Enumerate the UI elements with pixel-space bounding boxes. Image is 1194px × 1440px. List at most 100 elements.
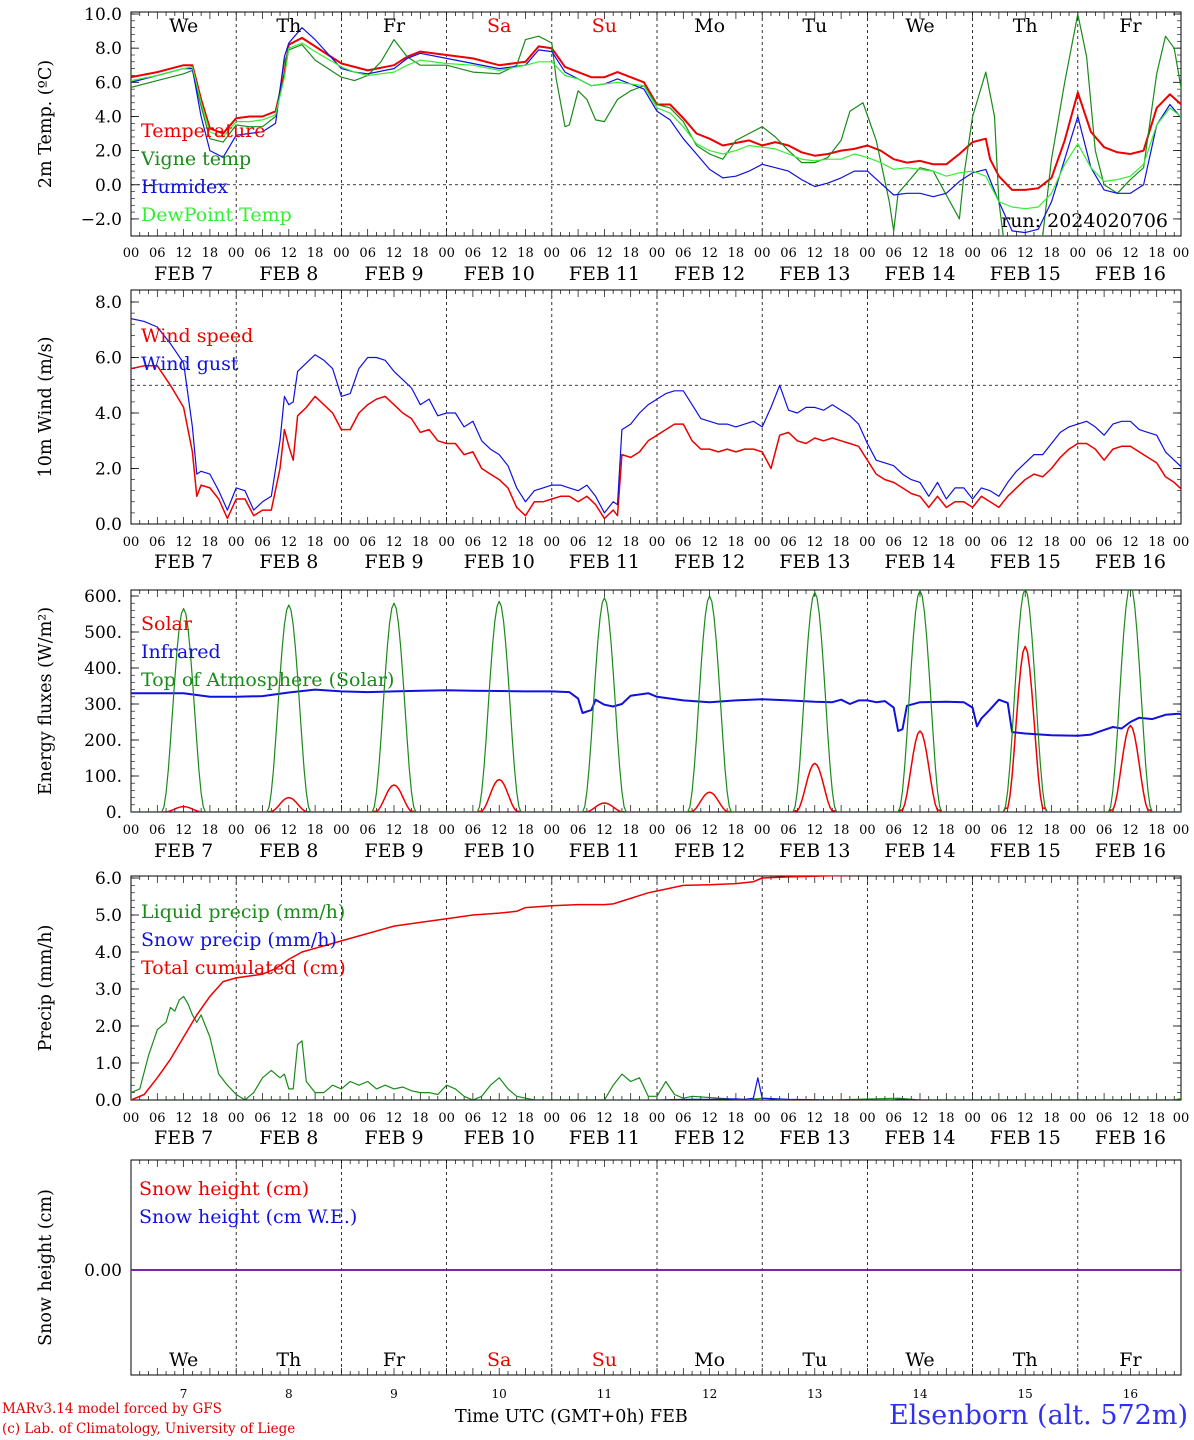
legend-entry: Snow height (cm W.E.)	[139, 1206, 357, 1228]
hour-tick-label: 12	[281, 535, 298, 550]
hour-tick-label: 00	[438, 535, 455, 550]
hour-tick-label: 12	[1017, 1111, 1034, 1126]
y-tick-label: 10.0	[84, 5, 122, 25]
y-tick-label: 0.0	[95, 515, 122, 535]
hour-tick-label: 06	[1096, 823, 1113, 838]
hour-tick-label: 00	[859, 1111, 876, 1126]
series-line-solar	[131, 645, 1181, 812]
series-line-total-cumulated-cm-	[131, 876, 863, 1100]
y-tick-label: 6.0	[95, 349, 122, 369]
hour-tick-label: 18	[833, 823, 850, 838]
hour-tick-label: 12	[807, 1111, 824, 1126]
hour-tick-label: 00	[1070, 1111, 1087, 1126]
hour-tick-label: 00	[1070, 535, 1087, 550]
date-label: FEB 10	[464, 1127, 535, 1149]
hour-tick-label: 06	[359, 246, 376, 261]
date-label: FEB 7	[154, 840, 213, 862]
series-line-humidex	[131, 27, 1181, 234]
y-axis-label: 10m Wind (m/s)	[36, 337, 56, 478]
hour-tick-label: 06	[149, 823, 166, 838]
hour-tick-label: 06	[465, 535, 482, 550]
weekday-label: Th	[1013, 1349, 1038, 1371]
legend-entry: Humidex	[141, 176, 228, 198]
y-tick-label: 0.0	[95, 1091, 122, 1111]
hour-tick-label: 18	[728, 535, 745, 550]
y-tick-label: 200.	[84, 731, 122, 751]
date-label: FEB 15	[990, 1127, 1061, 1149]
hour-tick-label: 00	[544, 246, 561, 261]
hour-tick-label: 18	[1148, 246, 1165, 261]
hour-tick-label: 12	[912, 1111, 929, 1126]
date-label: FEB 16	[1095, 263, 1166, 285]
lab-credit: (c) Lab. of Climatology, University of L…	[2, 1421, 296, 1437]
hour-tick-label: 00	[859, 823, 876, 838]
hour-tick-label: 18	[517, 535, 534, 550]
hour-tick-label: 18	[307, 823, 324, 838]
hour-tick-label: 00	[333, 246, 350, 261]
hour-tick-label: 06	[149, 246, 166, 261]
hour-tick-label: 06	[1096, 1111, 1113, 1126]
hour-tick-label: 06	[359, 823, 376, 838]
hour-tick-label: 06	[254, 1111, 271, 1126]
weekday-label: We	[905, 15, 934, 37]
hour-tick-label: 00	[544, 823, 561, 838]
hour-tick-label: 06	[254, 246, 271, 261]
date-label: FEB 8	[259, 263, 318, 285]
y-tick-label: 2.0	[95, 1017, 122, 1037]
hour-tick-label: 00	[438, 823, 455, 838]
hour-tick-label: 18	[517, 823, 534, 838]
hour-tick-label: 12	[807, 823, 824, 838]
hour-tick-label: 00	[649, 535, 666, 550]
weekday-label: Fr	[1119, 1349, 1142, 1371]
y-tick-label: 1.0	[95, 1054, 122, 1074]
hour-tick-label: 06	[780, 246, 797, 261]
date-label: FEB 13	[779, 840, 850, 862]
hour-tick-label: 00	[123, 823, 140, 838]
weekday-label: Th	[1013, 15, 1038, 37]
y-tick-label: 8.0	[95, 39, 122, 59]
date-label: FEB 8	[259, 840, 318, 862]
legend-entry: Temperature	[141, 120, 265, 142]
y-tick-label: 500.	[84, 623, 122, 643]
hour-tick-label: 18	[622, 823, 639, 838]
hour-tick-label: 06	[254, 535, 271, 550]
weekday-label: Th	[276, 1349, 301, 1371]
hour-tick-label: 12	[175, 823, 192, 838]
hour-tick-label: 18	[833, 535, 850, 550]
legend-entry: Snow precip (mm/h)	[141, 929, 337, 951]
hour-tick-label: 12	[491, 246, 508, 261]
weekday-label: Fr	[383, 1349, 406, 1371]
y-tick-label: 3.0	[95, 980, 122, 1000]
panel-frame	[130, 11, 1182, 237]
y-axis-label: Precip (mm/h)	[36, 925, 56, 1052]
date-label: FEB 16	[1095, 840, 1166, 862]
hour-tick-label: 12	[596, 246, 613, 261]
time-axis-label: Time UTC (GMT+0h) FEB	[455, 1407, 688, 1427]
hour-tick-label: 00	[859, 246, 876, 261]
hour-tick-label: 00	[859, 535, 876, 550]
run-label: run: 2024020706	[1001, 210, 1168, 232]
hour-tick-label: 00	[754, 823, 771, 838]
hour-tick-label: 00	[228, 823, 245, 838]
legend-entry: Infrared	[141, 641, 221, 663]
hour-tick-label: 06	[570, 535, 587, 550]
legend-entry: Vigne temp	[140, 148, 251, 170]
hour-tick-label: 06	[991, 1111, 1008, 1126]
hour-tick-label: 18	[202, 535, 219, 550]
y-tick-label: 600.	[84, 587, 122, 607]
hour-tick-label: 12	[1017, 535, 1034, 550]
hour-tick-label: 06	[1096, 535, 1113, 550]
panel-precip: 6.0 5.0 4.0 3.0 2.0 1.0 0.0 Precip (mm/h) Liquid…	[36, 869, 1189, 1149]
hour-tick-label: 12	[281, 246, 298, 261]
hour-tick-label: 12	[1122, 823, 1139, 838]
hour-tick-label: 06	[149, 1111, 166, 1126]
date-label: FEB 13	[779, 1127, 850, 1149]
date-label: FEB 14	[884, 263, 955, 285]
hour-tick-label: 12	[281, 823, 298, 838]
hour-tick-label: 06	[465, 823, 482, 838]
hour-tick-label: 00	[1173, 823, 1190, 838]
y-axis-label: 2m Temp. (ºC)	[36, 60, 56, 188]
weekday-label: Tu	[802, 15, 827, 37]
hour-tick-label: 06	[359, 535, 376, 550]
date-label: FEB 16	[1095, 551, 1166, 573]
